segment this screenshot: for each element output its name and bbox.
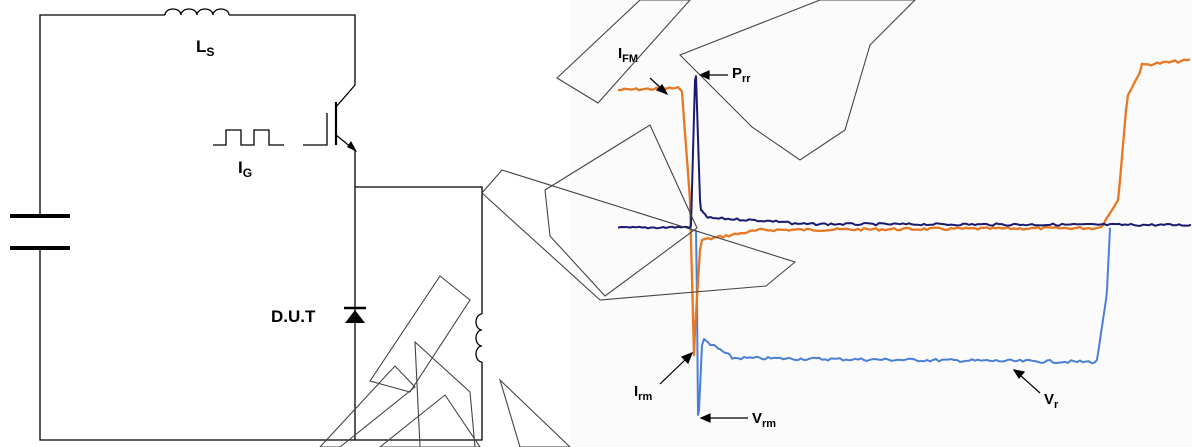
label-ls: LS <box>196 37 214 59</box>
wire-right-loop <box>355 186 483 314</box>
watermark-outline <box>319 0 916 447</box>
inductor-ls <box>164 8 230 16</box>
label-vrm: Vrm <box>752 410 776 430</box>
wire-left-top <box>39 14 165 216</box>
wire-top-right <box>229 14 356 108</box>
igbt-emitter <box>335 134 356 187</box>
gate-pulse-icon <box>213 129 284 146</box>
label-prr: Prr <box>732 65 751 85</box>
inductor-load <box>475 313 483 363</box>
wire-left-bottom <box>39 248 483 441</box>
label-irm: Irm <box>634 383 652 403</box>
dut-diode-icon <box>345 310 365 323</box>
label-ig: IG <box>238 158 252 180</box>
waveform-traces <box>617 58 1192 416</box>
igbt-gate <box>303 113 328 146</box>
trace-diode-current <box>617 58 1191 357</box>
test-circuit <box>10 8 483 441</box>
arrow-vr <box>1019 374 1041 394</box>
arrow-irm <box>659 358 687 385</box>
igbt-emitter-arrow <box>347 141 357 152</box>
label-dut: D.U.T <box>271 307 316 326</box>
trace-power <box>617 75 1192 230</box>
label-vr: Vr <box>1044 391 1059 411</box>
annotation-arrows <box>649 70 1041 423</box>
trace-reverse-voltage <box>695 227 1111 416</box>
